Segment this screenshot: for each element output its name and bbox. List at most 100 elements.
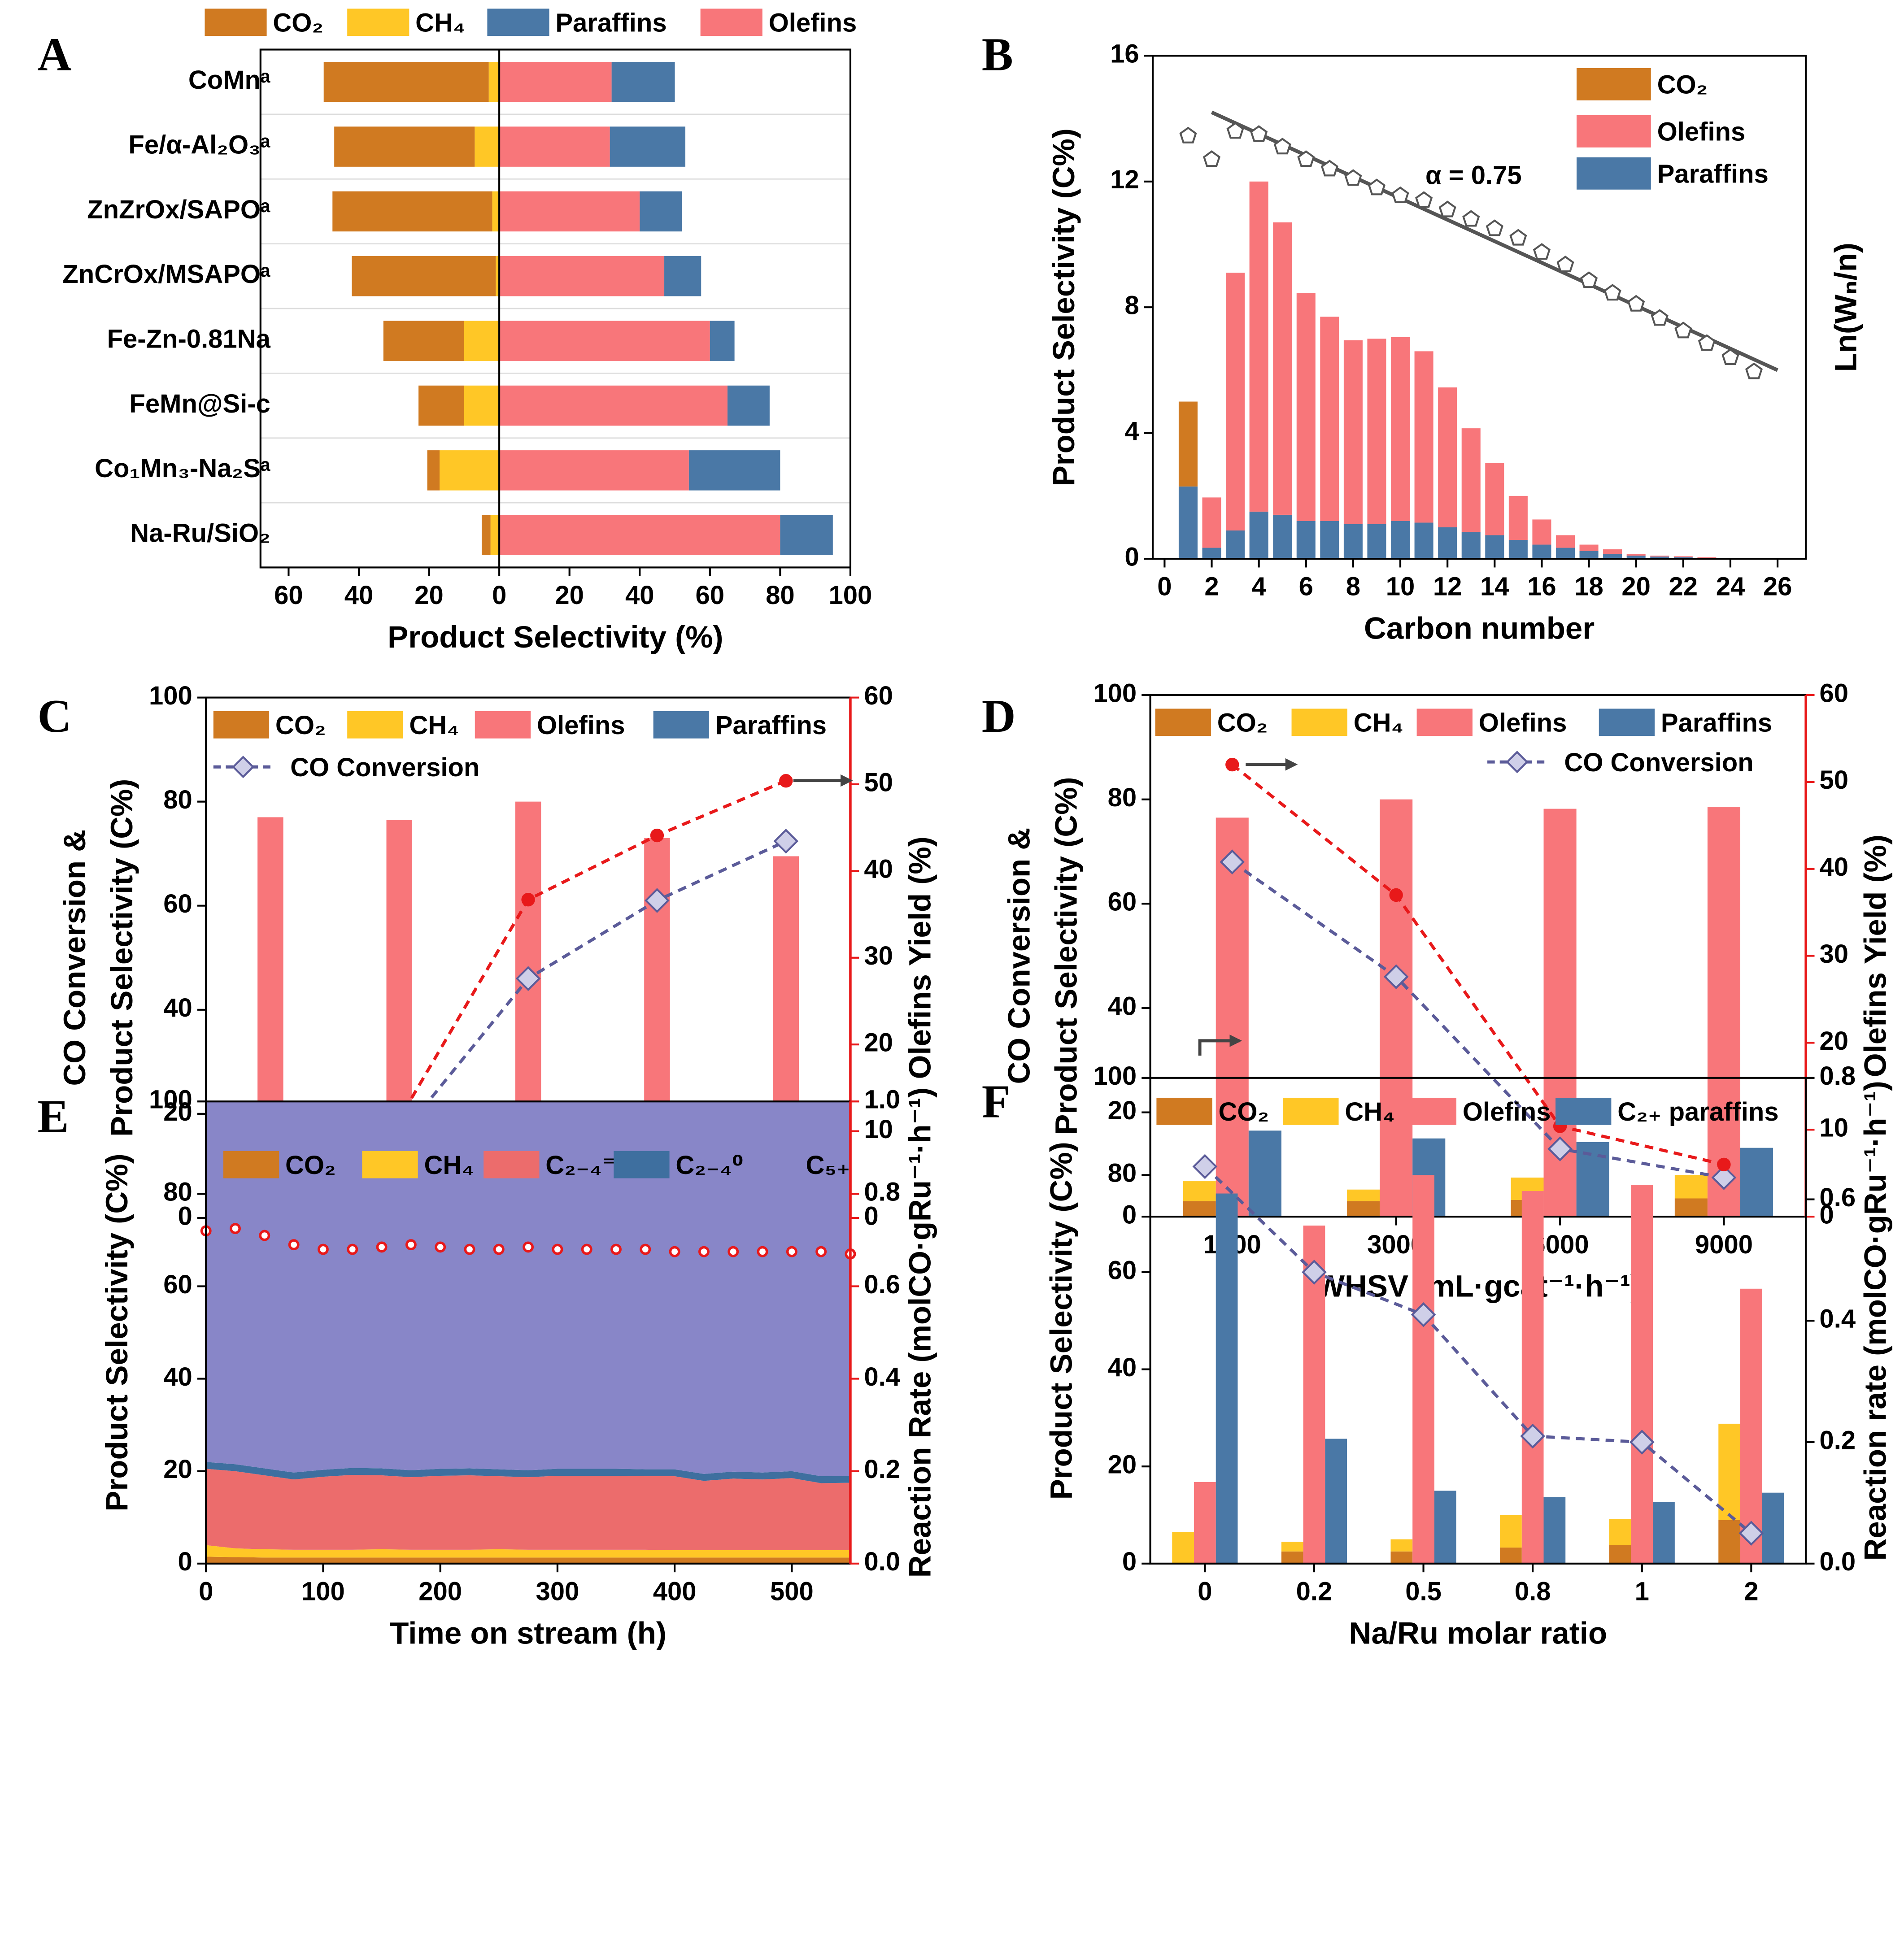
scatter-point xyxy=(1533,243,1551,260)
legend-swatch xyxy=(1555,1097,1612,1125)
legend-swatch xyxy=(653,711,709,739)
y2-tick-label: 30 xyxy=(864,941,893,970)
panel-label: A xyxy=(37,28,71,81)
y-tick-label: 0 xyxy=(1122,1547,1137,1576)
y-tick-label: 0 xyxy=(1124,542,1139,571)
bar xyxy=(1740,1148,1773,1217)
scatter-point xyxy=(1226,122,1244,139)
y-tick-label: 16 xyxy=(1110,39,1139,69)
bar xyxy=(1603,554,1622,559)
x-axis-title: Product Selectivity (%) xyxy=(388,619,723,654)
panel-label: B xyxy=(982,28,1013,81)
marker xyxy=(1192,1154,1218,1179)
bar xyxy=(1626,554,1646,556)
scatter-point xyxy=(1415,191,1433,208)
y2-axis-title: Olefins Yield (%) xyxy=(902,836,937,1079)
scatter-point xyxy=(1203,150,1221,167)
legend-label: Paraffins xyxy=(1661,709,1772,738)
legend-swatch xyxy=(1291,709,1347,736)
marker xyxy=(1225,757,1239,772)
scatter-point xyxy=(1651,309,1669,326)
legend-swatch xyxy=(1599,709,1655,736)
x-tick-label: 500 xyxy=(770,1577,814,1606)
scatter-point xyxy=(1179,126,1197,143)
legend-swatch xyxy=(205,9,267,36)
rate-point xyxy=(405,1239,417,1251)
area xyxy=(206,1545,850,1558)
x-tick-label: 0.2 xyxy=(1296,1577,1333,1606)
bar xyxy=(1343,340,1363,524)
x-tick-label: 10 xyxy=(1386,572,1415,601)
bar xyxy=(688,450,780,491)
arrow xyxy=(1198,1035,1242,1056)
y2-axis-title: Olefins Yield (%) xyxy=(1858,835,1893,1077)
bar xyxy=(464,385,500,426)
bar xyxy=(1202,497,1221,548)
bar xyxy=(1718,1423,1741,1520)
y2-tick-label: 40 xyxy=(1820,852,1849,882)
scatter-point xyxy=(1462,210,1480,227)
bar xyxy=(1718,1520,1741,1564)
x-tick-label: 20 xyxy=(1621,572,1651,601)
bar xyxy=(481,515,491,555)
bar xyxy=(1391,521,1410,559)
bar xyxy=(1579,551,1599,559)
y2-tick-label: 0.4 xyxy=(1820,1304,1856,1334)
y-tick-label: 12 xyxy=(1110,165,1139,194)
x-axis-title: Carbon number xyxy=(1364,611,1595,646)
bar xyxy=(1609,1545,1631,1564)
x-tick-label: 12 xyxy=(1433,572,1462,601)
bar xyxy=(1500,1515,1522,1548)
x-tick-label: 9000 xyxy=(1695,1230,1753,1259)
category-label: CoMnᵃ xyxy=(188,65,270,95)
bar xyxy=(1320,521,1339,559)
bar xyxy=(440,450,500,491)
y-tick-label: 80 xyxy=(1108,1159,1137,1188)
x-tick-label: 0 xyxy=(199,1577,213,1606)
bar xyxy=(1740,1288,1762,1564)
bar xyxy=(1579,544,1599,551)
x-tick-label: 8 xyxy=(1346,572,1360,601)
y-tick-label: 100 xyxy=(149,681,192,710)
annotation: α = 0.75 xyxy=(1425,161,1522,190)
y2-tick-label: 50 xyxy=(864,768,893,797)
x-tick-label: 20 xyxy=(555,581,584,610)
y2-tick-label: 0.2 xyxy=(864,1455,900,1484)
legend-swatch xyxy=(1400,1097,1457,1125)
legend-label: Olefins xyxy=(537,711,625,740)
x-tick-label: 0.5 xyxy=(1405,1577,1442,1606)
bar xyxy=(1673,556,1693,557)
line xyxy=(1203,1165,1752,1535)
y-tick-label: 40 xyxy=(1108,1353,1137,1382)
legend-swatch xyxy=(1283,1097,1339,1125)
bar xyxy=(1202,548,1221,559)
legend-swatch xyxy=(347,9,410,36)
x-tick-label: 100 xyxy=(301,1577,345,1606)
rate-point xyxy=(640,1243,651,1255)
bar xyxy=(352,256,496,296)
legend-label: CO₂ xyxy=(273,9,323,38)
x-tick-label: 24 xyxy=(1716,572,1745,601)
bar xyxy=(1555,535,1575,548)
bar xyxy=(1609,1519,1631,1545)
bar xyxy=(499,321,710,361)
x-tick-label: 200 xyxy=(418,1577,462,1606)
legend-marker xyxy=(1506,751,1529,774)
bar xyxy=(1380,799,1413,1217)
scatter-point xyxy=(1438,200,1456,217)
y-axis-title: CO Conversion & xyxy=(57,830,92,1086)
x-tick-label: 16 xyxy=(1527,572,1556,601)
legend-label: C₂₊ paraffins xyxy=(1617,1097,1778,1126)
marker xyxy=(521,892,535,907)
y2-tick-label: 1.0 xyxy=(864,1085,900,1114)
legend-swatch xyxy=(475,711,531,739)
y-tick-label: 60 xyxy=(163,889,192,918)
x-tick-label: 60 xyxy=(696,581,725,610)
bar xyxy=(1194,1482,1216,1564)
y2-tick-label: 0.6 xyxy=(1820,1183,1856,1212)
legend-label: CO Conversion xyxy=(290,753,479,782)
rate-point xyxy=(786,1246,797,1257)
bar xyxy=(1178,401,1198,487)
bar xyxy=(488,61,500,102)
legend-label: Paraffins xyxy=(555,9,667,38)
